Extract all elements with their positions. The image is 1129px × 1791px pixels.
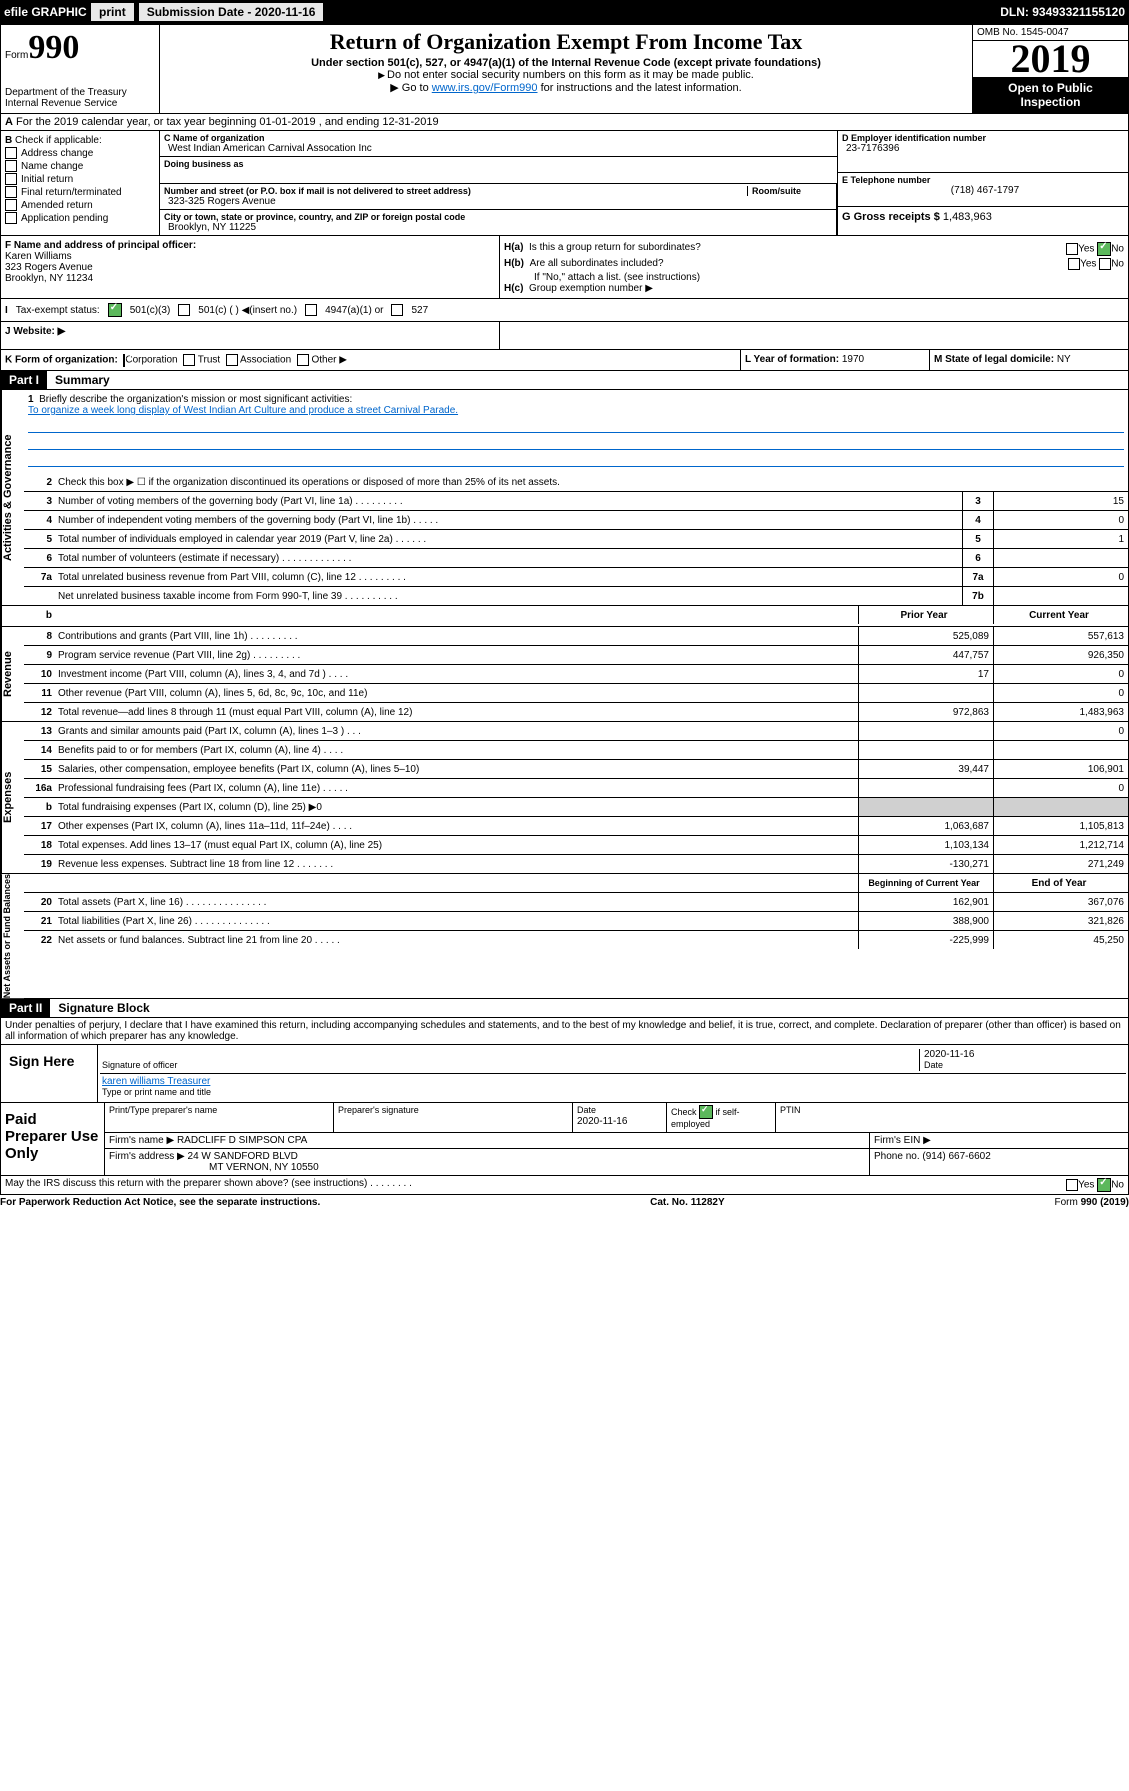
line-b: bTotal fundraising expenses (Part IX, co… [24,798,1128,817]
sign-date: 2020-11-16Date [919,1049,1124,1071]
state-domicile: M State of legal domicile: NY [929,350,1128,370]
check-501c3 [108,303,122,317]
org-name-box: C Name of organization West Indian Ameri… [160,131,837,157]
firm-ein: Firm's EIN ▶ [870,1133,1128,1148]
gov-line-4: 4Number of independent voting members of… [24,511,1128,530]
preparer-signature[interactable]: Preparer's signature [334,1103,573,1132]
form-title: Return of Organization Exempt From Incom… [164,29,968,55]
footer: For Paperwork Reduction Act Notice, see … [0,1195,1129,1210]
tax-year: 2019 [973,41,1128,77]
efile-label: efile GRAPHIC [4,5,87,19]
gov-line-7b: Net unrelated business taxable income fr… [24,587,1128,605]
officer-box: F Name and address of principal officer:… [1,236,500,298]
paid-preparer-label: Paid Preparer Use Only [1,1103,105,1175]
gov-line-5: 5Total number of individuals employed in… [24,530,1128,549]
part2-header: Part II Signature Block [0,999,1129,1018]
preparer-date: Date2020-11-16 [573,1103,667,1132]
line-20: 20Total assets (Part X, line 16) . . . .… [24,893,1128,912]
line-22: 22Net assets or fund balances. Subtract … [24,931,1128,949]
irs-link[interactable]: www.irs.gov/Form990 [432,82,538,94]
submission-date: Submission Date - 2020-11-16 [139,3,324,21]
officer-signature[interactable]: Signature of officer [102,1049,919,1071]
vtab-expenses: Expenses [1,722,24,873]
line-18: 18Total expenses. Add lines 13–17 (must … [24,836,1128,855]
officer-name: karen williams TreasurerType or print na… [102,1076,1124,1098]
sign-here-label: Sign Here [1,1045,98,1102]
vtab-revenue: Revenue [1,627,24,721]
city-box: City or town, state or province, country… [160,210,836,235]
h-section: H(a) Is this a group return for subordin… [500,236,1128,298]
gross-receipts: G Gross receipts $ 1,483,963 [838,207,1128,227]
vtab-netassets: Net Assets or Fund Balances [1,874,24,998]
line-13: 13Grants and similar amounts paid (Part … [24,722,1128,741]
line-9: 9Program service revenue (Part VIII, lin… [24,646,1128,665]
address-box: Number and street (or P.O. box if mail i… [160,184,836,210]
line-16a: 16aProfessional fundraising fees (Part I… [24,779,1128,798]
col-headers: b Prior Year Current Year [24,606,1128,624]
form-of-org: K Form of organization: Corporation Trus… [1,350,740,370]
website-field: J Website: ▶ [1,322,500,349]
line-8: 8Contributions and grants (Part VIII, li… [24,627,1128,646]
section-a: A For the 2019 calendar year, or tax yea… [0,114,1129,131]
line-12: 12Total revenue—add lines 8 through 11 (… [24,703,1128,721]
line-2: 2Check this box ▶ ☐ if the organization … [24,473,1128,492]
form-label: Form [5,50,28,61]
net-col-headers: Beginning of Current Year End of Year [24,874,1128,893]
vtab-governance: Activities & Governance [1,390,24,605]
line-11: 11Other revenue (Part VIII, column (A), … [24,684,1128,703]
line-21: 21Total liabilities (Part X, line 26) . … [24,912,1128,931]
line-14: 14Benefits paid to or for members (Part … [24,741,1128,760]
preparer-name: Print/Type preparer's name [105,1103,334,1132]
firm-address: Firm's address ▶ 24 W SANDFORD BLVDMT VE… [105,1149,870,1175]
line-10: 10Investment income (Part VIII, column (… [24,665,1128,684]
telephone-box: E Telephone number (718) 467-1797 [838,173,1128,207]
form-number: 990 [28,29,79,66]
form-header: Form990 Department of the Treasury Inter… [0,24,1129,114]
top-bar: efile GRAPHIC print Submission Date - 20… [0,0,1129,24]
firm-name: Firm's name ▶ RADCLIFF D SIMPSON CPA [105,1133,870,1148]
gov-line-3: 3Number of voting members of the governi… [24,492,1128,511]
year-formation: L Year of formation: 1970 [740,350,929,370]
note-link: ▶ Go to www.irs.gov/Form990 for instruct… [164,81,968,94]
ptin: PTIN [776,1103,1128,1132]
ein-box: D Employer identification number 23-7176… [838,131,1128,173]
dba-box: Doing business as [160,157,837,184]
part1-header: Part I Summary [0,371,1129,390]
firm-phone: Phone no. (914) 667-6602 [870,1149,1128,1175]
dln: DLN: 93493321155120 [1000,5,1125,19]
gov-line-6: 6Total number of volunteers (estimate if… [24,549,1128,568]
form-subtitle: Under section 501(c), 527, or 4947(a)(1)… [164,57,968,69]
line-17: 17Other expenses (Part IX, column (A), l… [24,817,1128,836]
check-if-applicable: B Check if applicable: Address change Na… [1,131,160,235]
print-button[interactable]: print [90,2,135,22]
mission-brief: 1 Briefly describe the organization's mi… [24,390,1128,473]
declaration: Under penalties of perjury, I declare th… [1,1018,1128,1044]
note-ssn: Do not enter social security numbers on … [164,69,968,81]
gov-line-7a: 7aTotal unrelated business revenue from … [24,568,1128,587]
open-inspection: Open to Public Inspection [973,77,1128,113]
department: Department of the Treasury Internal Reve… [5,87,155,109]
line-19: 19Revenue less expenses. Subtract line 1… [24,855,1128,873]
line-15: 15Salaries, other compensation, employee… [24,760,1128,779]
discuss-row: May the IRS discuss this return with the… [0,1176,1129,1195]
self-employed-check: Check if self-employed [667,1103,776,1132]
tax-exempt-status: I Tax-exempt status: 501(c)(3) 501(c) ( … [0,299,1129,322]
